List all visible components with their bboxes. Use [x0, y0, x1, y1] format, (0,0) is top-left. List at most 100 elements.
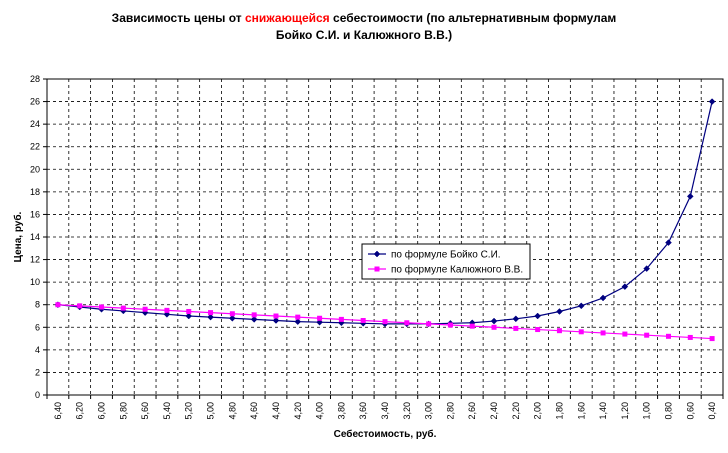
data-point [644, 332, 650, 338]
data-point [360, 318, 366, 324]
chart-title-highlight: снижающейся [244, 11, 330, 25]
data-point [687, 334, 693, 340]
x-tick-label: 2,40 [489, 402, 499, 420]
y-tick-label: 18 [30, 187, 40, 197]
x-tick-label: 2,80 [445, 402, 455, 420]
data-point [186, 308, 192, 314]
y-tick-label: 0 [35, 390, 40, 400]
data-point [534, 312, 541, 320]
data-point [665, 333, 671, 339]
x-tick-label: 4,60 [249, 402, 259, 420]
data-point [142, 306, 148, 312]
y-tick-label: 6 [35, 322, 40, 332]
data-point [251, 312, 257, 318]
legend-marker [374, 266, 380, 272]
legend: по формуле Бойко С.И. по формуле Калюжног… [361, 243, 531, 280]
x-tick-label: 1,60 [576, 402, 586, 420]
data-point [709, 336, 715, 342]
y-tick-label: 16 [30, 209, 40, 219]
y-tick-label: 24 [30, 119, 40, 129]
chart-title-before: Зависимость цены от [111, 11, 245, 25]
chart-title: Зависимость цены от снижающейся себестои… [0, 10, 728, 44]
data-point [229, 311, 235, 317]
y-tick-label: 12 [30, 255, 40, 265]
legend-label: по формуле Калюжного В.В. [391, 264, 523, 276]
data-point [491, 324, 497, 330]
x-tick-label: 5,20 [184, 402, 194, 420]
x-axis-title: Себестоимость, руб. [334, 428, 437, 440]
y-tick-label: 10 [30, 277, 40, 287]
y-tick-label: 22 [30, 142, 40, 152]
data-point [120, 305, 126, 311]
x-tick-label: 0,60 [685, 402, 695, 420]
data-point [578, 329, 584, 335]
x-tick-label: 5,80 [118, 402, 128, 420]
y-tick-label: 4 [35, 345, 40, 355]
data-point [599, 294, 607, 302]
data-point [185, 312, 193, 320]
y-axis-title: Цена, руб. [12, 211, 24, 262]
data-point [382, 319, 388, 325]
data-point [208, 310, 214, 316]
data-point [513, 325, 519, 331]
legend-label: по формуле Бойко С.И. [391, 249, 501, 261]
x-tick-label: 1,00 [642, 402, 652, 420]
y-tick-label: 28 [30, 74, 40, 84]
data-point [77, 303, 83, 309]
data-point [490, 317, 498, 325]
x-tick-label: 1,20 [620, 402, 630, 420]
x-tick-label: 3,60 [358, 402, 368, 420]
data-point [338, 316, 344, 322]
data-point [686, 193, 694, 200]
data-point [447, 322, 453, 328]
x-tick-label: 5,40 [162, 402, 172, 420]
y-tick-label: 26 [30, 97, 40, 107]
data-point [229, 314, 236, 322]
x-tick-label: 4,40 [271, 402, 281, 420]
x-tick-label: 4,80 [227, 402, 237, 420]
x-tick-label: 3,40 [380, 402, 390, 420]
data-point [295, 314, 301, 320]
data-point [577, 302, 585, 310]
data-point [556, 328, 562, 334]
data-point [250, 316, 258, 323]
x-tick-label: 0,80 [663, 402, 673, 420]
data-point [317, 315, 323, 321]
legend-items: по формуле Бойко С.И. по формуле Калюжног… [368, 249, 523, 276]
x-axis-ticks: 6,40 6,20 6,00 5,80 5,60 5,40 5,20 5,00 4,80 4,60… [46, 395, 724, 420]
legend-box [361, 243, 531, 280]
x-tick-label: 3,20 [402, 402, 412, 420]
series-2 [55, 302, 715, 342]
data-point [469, 323, 475, 329]
data-point [404, 320, 410, 326]
x-tick-label: 2,00 [533, 402, 543, 420]
data-point [708, 98, 716, 105]
x-tick-label: 1,40 [598, 402, 608, 420]
data-point [164, 307, 170, 313]
data-point [272, 317, 280, 324]
chart-title-line2: Бойко С.И. и Калюжного В.В.) [275, 28, 453, 42]
y-tick-label: 2 [35, 367, 40, 377]
data-point [535, 327, 541, 333]
x-tick-label: 1,80 [554, 402, 564, 420]
data-point [665, 239, 672, 246]
y-tick-label: 20 [30, 164, 40, 174]
data-point [621, 283, 629, 291]
data-point [207, 313, 214, 321]
x-tick-label: 4,00 [315, 402, 325, 420]
series-1 [54, 98, 716, 328]
data-point [294, 318, 302, 325]
y-tick-label: 8 [35, 300, 40, 310]
data-point [512, 315, 520, 323]
x-tick-label: 5,60 [140, 402, 150, 420]
x-tick-label: 2,60 [467, 402, 477, 420]
chart-title-after: себестоимости (по альтернативным формула… [329, 11, 617, 25]
x-tick-label: 6,40 [53, 402, 63, 420]
legend-marker [373, 250, 381, 258]
data-point [622, 331, 628, 337]
x-tick-label: 5,00 [206, 402, 216, 420]
x-tick-label: 6,00 [97, 402, 107, 420]
x-tick-label: 4,20 [293, 402, 303, 420]
